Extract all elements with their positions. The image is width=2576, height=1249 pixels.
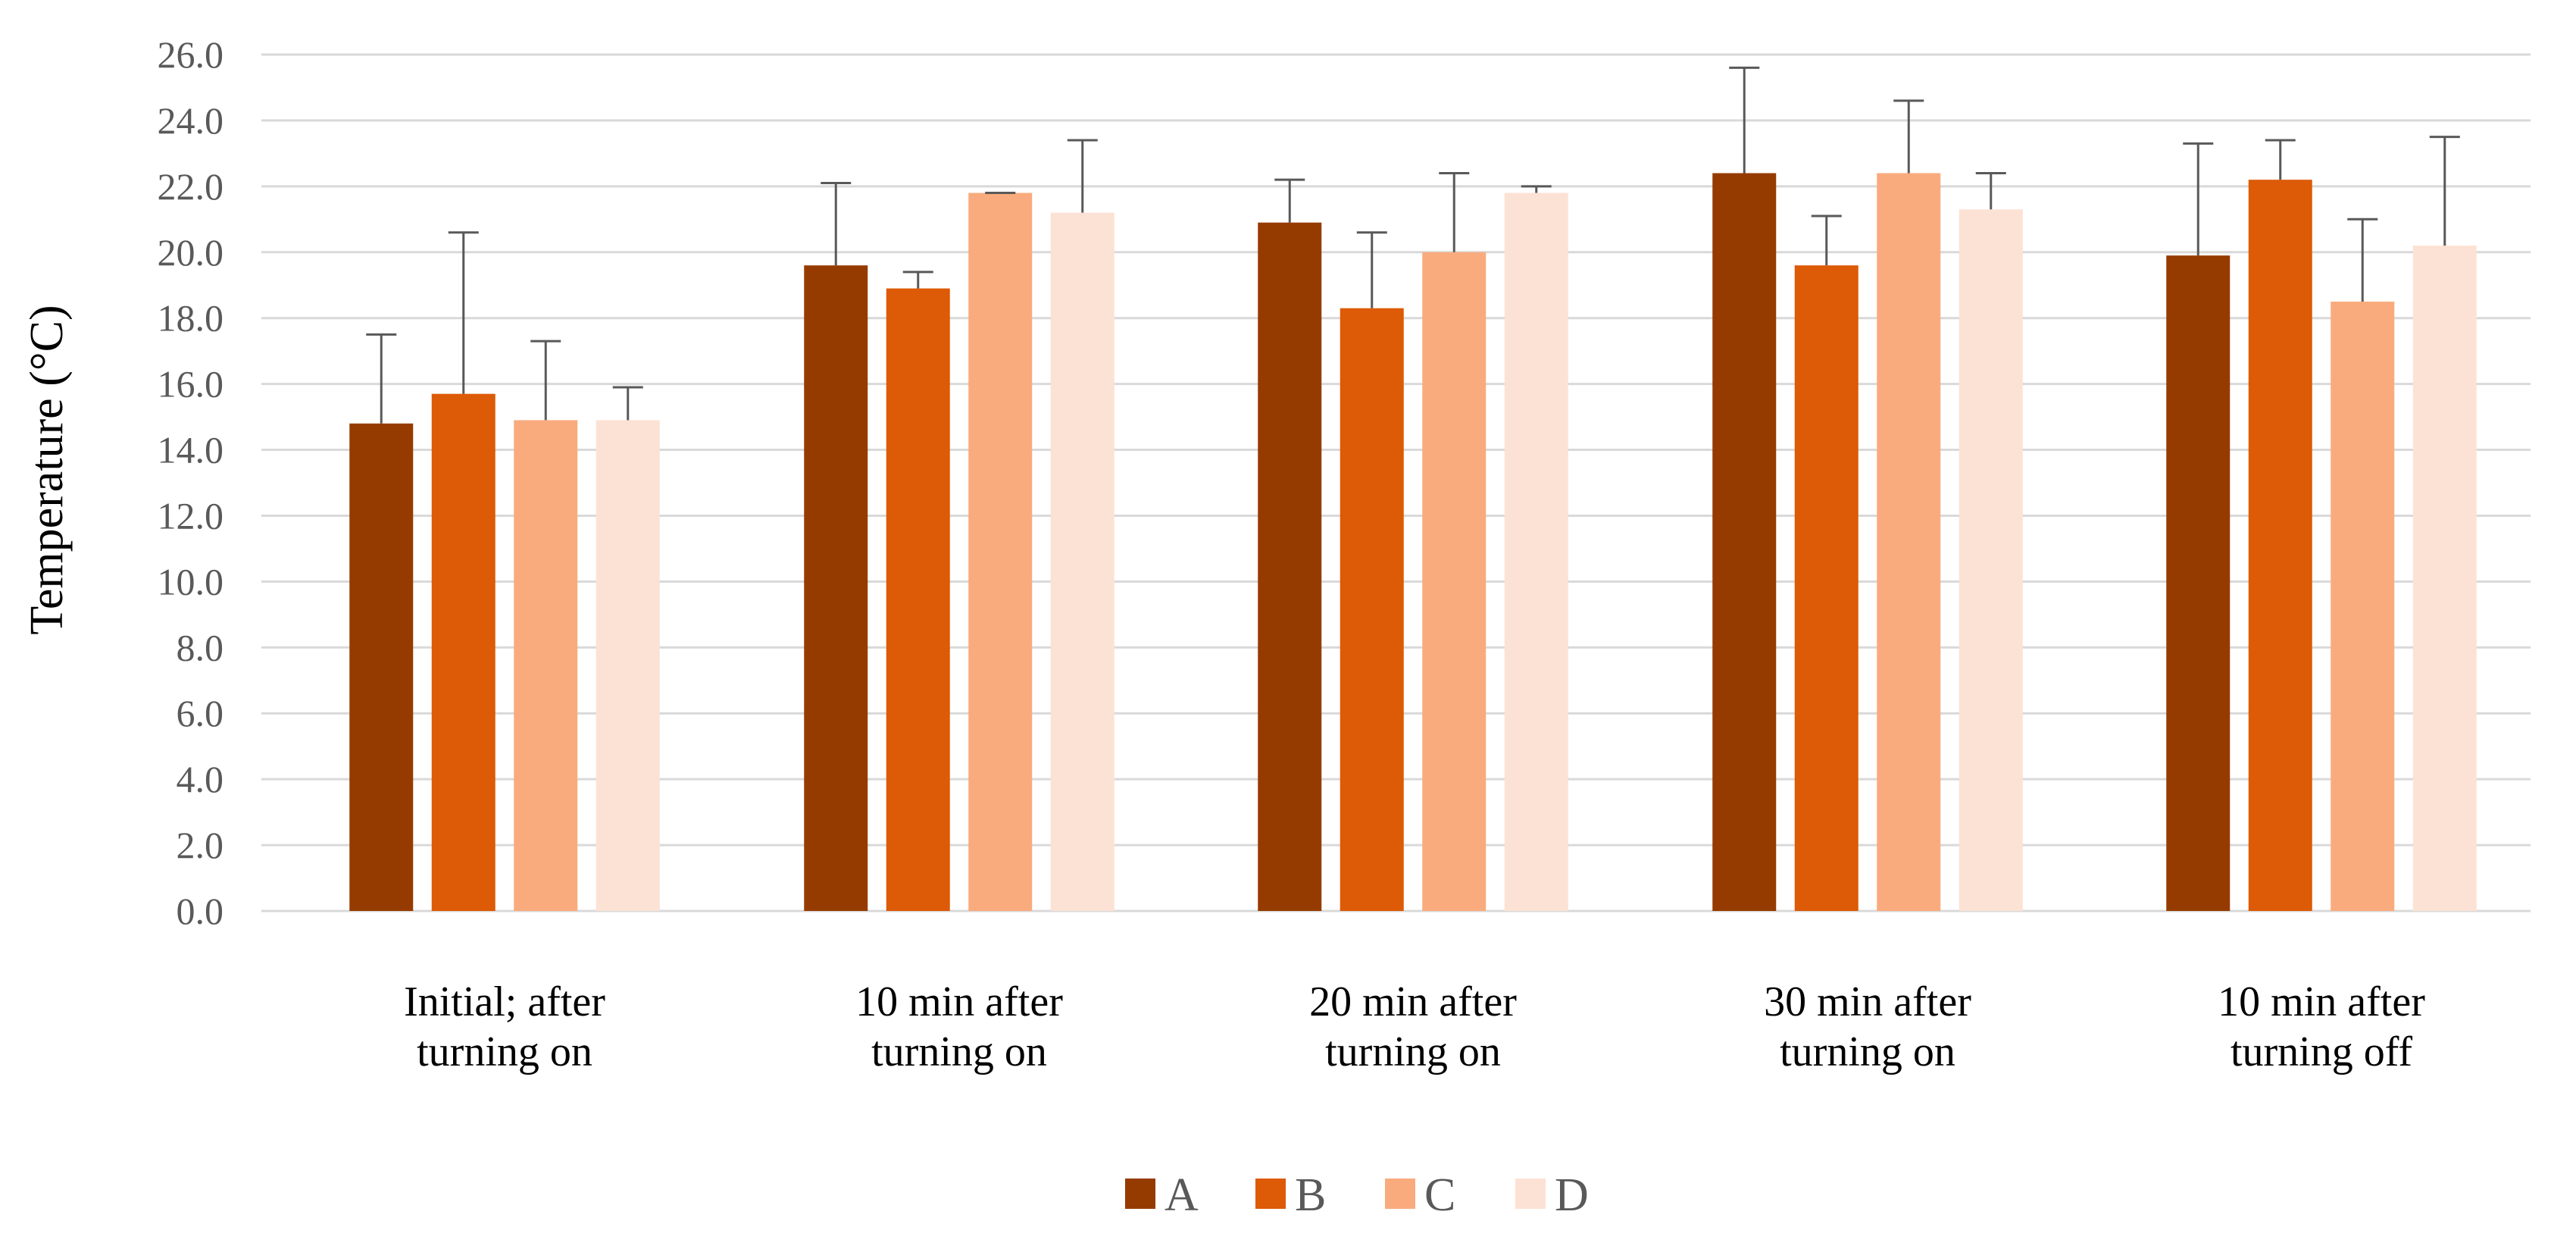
bar-a-4 <box>1712 173 1777 911</box>
y-tick-label: 24.0 <box>158 99 224 142</box>
x-category-label: 20 min after <box>1309 978 1517 1025</box>
bar-c-5 <box>2331 301 2395 911</box>
y-axis-ticks: 0.0 2.0 4.0 6.0 8.0 10.0 12.0 14.0 16.0 18.0 20.0 2… <box>158 33 224 932</box>
legend-label-c: C <box>1424 1169 1455 1221</box>
y-tick-label: 22.0 <box>158 165 224 208</box>
bar-c-3 <box>1422 252 1487 911</box>
y-tick-label: 14.0 <box>158 429 224 471</box>
x-category-label: 10 min after <box>855 978 1063 1025</box>
bar-c-4 <box>1877 173 1941 911</box>
bar-d-1 <box>596 420 660 911</box>
legend-swatch-b <box>1255 1179 1286 1209</box>
legend-swatch-a <box>1125 1179 1155 1209</box>
bar-b-2 <box>886 288 950 912</box>
y-tick-label: 18.0 <box>158 297 224 340</box>
error-bars <box>366 66 2460 424</box>
x-category-label: turning on <box>871 1028 1047 1075</box>
y-tick-label: 26.0 <box>158 33 224 76</box>
y-tick-label: 12.0 <box>158 494 224 537</box>
bar-c-1 <box>514 420 578 911</box>
x-category-label: turning on <box>1325 1028 1501 1075</box>
x-category-label: 10 min after <box>2218 978 2425 1025</box>
legend-label-a: A <box>1165 1169 1199 1221</box>
bar-a-2 <box>804 265 868 912</box>
bar-a-5 <box>2166 255 2231 912</box>
y-tick-label: 8.0 <box>177 626 224 668</box>
y-tick-label: 0.0 <box>177 890 224 932</box>
bar-b-1 <box>431 393 496 911</box>
bar-d-4 <box>1959 209 2023 911</box>
y-tick-label: 6.0 <box>177 692 224 734</box>
bar-b-3 <box>1340 308 1404 912</box>
y-tick-label: 4.0 <box>177 758 224 800</box>
y-axis-title: Temperature (°C) <box>21 305 73 634</box>
bar-c-2 <box>968 193 1033 912</box>
x-category-label: 30 min after <box>1764 978 1971 1025</box>
bar-d-5 <box>2412 246 2477 912</box>
legend-label-d: D <box>1555 1169 1589 1221</box>
x-category-label: Initial; after <box>404 978 605 1025</box>
y-tick-label: 20.0 <box>158 231 224 274</box>
legend: A B C D <box>1125 1169 1589 1221</box>
y-tick-label: 16.0 <box>158 363 224 405</box>
x-category-label: turning on <box>417 1028 592 1075</box>
bar-d-2 <box>1050 212 1114 912</box>
bar-b-5 <box>2248 180 2312 912</box>
legend-label-b: B <box>1295 1169 1326 1221</box>
bar-a-3 <box>1258 222 1322 912</box>
bar-a-1 <box>349 423 414 911</box>
x-category-label: turning on <box>1780 1028 1955 1075</box>
bars <box>349 173 2477 912</box>
legend-swatch-c <box>1385 1179 1415 1209</box>
x-category-label: turning off <box>2231 1028 2412 1075</box>
y-tick-label: 2.0 <box>177 824 224 866</box>
bar-b-4 <box>1794 265 1859 912</box>
bar-d-3 <box>1504 193 1568 912</box>
y-tick-label: 10.0 <box>158 560 224 603</box>
legend-swatch-d <box>1515 1179 1546 1209</box>
